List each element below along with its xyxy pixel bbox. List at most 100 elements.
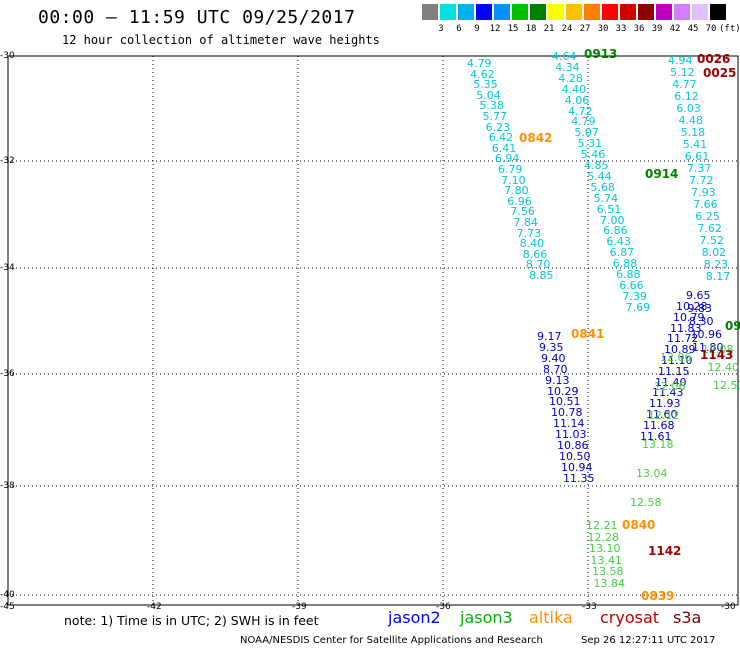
lat-label: -36 — [0, 369, 15, 379]
scale-swatch — [422, 4, 438, 20]
scale-label: 6 — [456, 24, 462, 34]
scale-swatch — [512, 4, 528, 20]
wave-height-label: 12.28 — [587, 530, 620, 544]
wave-height-label: 13.10 — [589, 542, 621, 555]
wave-height-label: 11.15 — [658, 364, 690, 378]
wave-height-label: 11.40 — [655, 375, 687, 389]
wave-height-label: 12.06 — [660, 351, 692, 364]
wave-height-label: 4.64 — [552, 50, 577, 63]
wave-height-label: 5.38 — [479, 99, 504, 113]
wave-height-label: 5.77 — [482, 110, 508, 123]
lon-label: -30 — [721, 602, 736, 612]
wave-height-label: 7.52 — [699, 234, 725, 247]
wave-height-label: 13.58 — [592, 565, 624, 578]
wave-height-label: 10.94 — [561, 460, 593, 474]
wave-height-label: 8.70 — [543, 362, 568, 376]
legend-item-altika: altika — [529, 608, 573, 627]
time-tag: 0840 — [622, 518, 656, 532]
wave-height-label: 4.79 — [467, 57, 492, 70]
wave-height-label: 5.35 — [473, 78, 498, 92]
scale-label: 33 — [615, 24, 627, 34]
time-tag: 0913 — [584, 47, 618, 61]
wave-height-label: 11.43 — [652, 386, 684, 400]
wave-height-label: 4.72 — [568, 104, 593, 118]
wave-height-label: 6.51 — [596, 202, 622, 216]
scale-swatch — [620, 4, 636, 20]
wave-height-label: 12.53 — [713, 379, 740, 392]
wave-height-label: 8.30 — [689, 315, 714, 328]
scale-swatch — [476, 4, 492, 20]
wave-height-label: 9.17 — [537, 330, 562, 343]
wave-height-label: 7.93 — [691, 186, 716, 199]
wave-height-label: 6.42 — [488, 131, 514, 145]
lat-label: -34 — [0, 263, 15, 273]
map-frame — [7, 55, 739, 606]
wave-height-label: 7.69 — [625, 300, 651, 314]
wave-height-label: 10.96 — [690, 328, 723, 341]
time-tag: 09 — [725, 319, 740, 333]
wave-height-label: 9.13 — [545, 373, 570, 387]
scale-label: 15 — [507, 24, 519, 34]
wave-height-label: 4.48 — [678, 114, 704, 127]
scale-swatch — [584, 4, 600, 20]
wave-height-label: 4.28 — [558, 71, 583, 85]
wave-height-label: 11.61 — [640, 429, 672, 443]
scale-label: 42 — [669, 24, 681, 34]
credit-text: NOAA/NESDIS Center for Satellite Applica… — [240, 635, 543, 646]
wave-height-label: 8.17 — [705, 270, 731, 283]
wave-height-label: 10.78 — [551, 406, 583, 420]
wave-height-label: 8.66 — [522, 247, 548, 261]
wave-height-label: 9.40 — [541, 351, 566, 365]
wave-height-label: 4.77 — [672, 78, 697, 91]
timestamp-text: Sep 26 12:27:11 UTC 2017 — [581, 635, 716, 646]
wave-height-label: 13.04 — [636, 467, 668, 480]
scale-label: 27 — [579, 24, 591, 34]
wave-height-label: 8.02 — [701, 246, 727, 259]
wave-height-label: 12.40 — [707, 361, 740, 374]
wave-height-label: 12.06 — [654, 380, 686, 393]
time-tag: 1142 — [648, 544, 682, 558]
lat-label: -32 — [0, 156, 15, 166]
scale-label: 18 — [525, 24, 537, 34]
wave-height-label: 7.84 — [513, 216, 539, 229]
wave-height-label: 11.60 — [646, 408, 678, 421]
wave-height-label: 6.94 — [494, 152, 520, 166]
wave-height-label: 13.41 — [590, 553, 623, 567]
lat-label: -30 — [0, 51, 15, 61]
wave-height-label: 11.80 — [692, 341, 724, 354]
wave-height-label: 10.50 — [559, 449, 591, 463]
wave-height-label: 5.46 — [580, 148, 606, 162]
wave-height-label: 8.23 — [703, 258, 729, 271]
lat-label: -38 — [0, 481, 15, 491]
wave-height-label: 7.39 — [622, 289, 647, 303]
wave-height-label: 7.73 — [516, 226, 542, 240]
scale-swatch — [674, 4, 690, 20]
wave-height-label: 5.07 — [574, 126, 599, 140]
wave-height-label: 12.12 — [648, 409, 680, 422]
scale-label: 24 — [561, 24, 573, 34]
wave-height-label: 11.72 — [667, 332, 699, 346]
wave-height-label: 4.62 — [470, 67, 495, 81]
wave-height-label: 6.03 — [676, 102, 701, 115]
scale-swatch — [710, 4, 726, 20]
wave-height-label: 12.21 — [586, 519, 618, 532]
wave-height-label: 8.40 — [519, 237, 545, 251]
lon-label: -33 — [582, 602, 597, 612]
wave-height-label: 6.61 — [684, 150, 710, 163]
time-tag: 1143 — [700, 348, 734, 362]
scale-label: 21 — [543, 24, 555, 34]
wave-height-label: 5.41 — [682, 138, 708, 151]
wave-height-label: 6.88 — [616, 268, 641, 281]
wave-height-label: 7.66 — [693, 198, 718, 211]
scale-swatch — [530, 4, 546, 20]
wave-height-label: 11.68 — [643, 418, 675, 432]
scale-swatch — [656, 4, 672, 20]
scale-label: 3 — [438, 24, 444, 34]
wave-height-label: 9.35 — [539, 340, 564, 354]
wave-height-label: 11.14 — [553, 417, 585, 431]
legend-item-cryosat: cryosat — [600, 608, 660, 627]
wave-height-label: 4.40 — [561, 82, 587, 96]
wave-height-label: 4.34 — [555, 60, 580, 74]
wave-height-label: 5.18 — [680, 126, 706, 139]
wave-height-label: 4.79 — [571, 115, 596, 129]
